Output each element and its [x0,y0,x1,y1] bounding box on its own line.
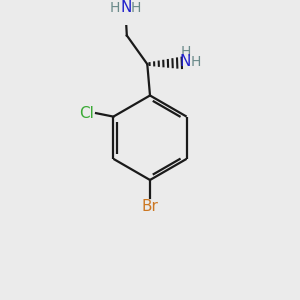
Text: H: H [110,1,120,15]
Text: H: H [190,55,201,69]
Text: H: H [130,1,141,15]
Text: Br: Br [142,199,158,214]
Text: N: N [180,54,191,69]
Text: H: H [180,45,190,59]
Text: N: N [121,0,132,15]
Text: Cl: Cl [79,106,94,121]
